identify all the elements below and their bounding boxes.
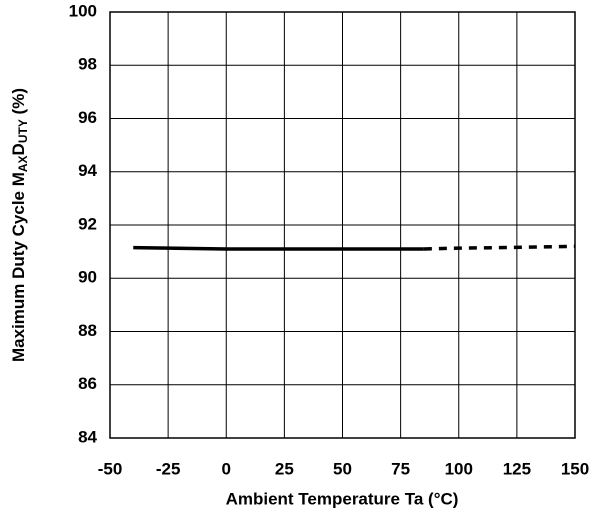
y-tick-label: 88	[78, 321, 97, 340]
x-tick-label: 75	[391, 459, 410, 478]
y-axis-label: Maximum Duty Cycle MAXDUTY (%)	[9, 88, 30, 362]
y-tick-label: 96	[78, 108, 97, 127]
x-tick-label: 100	[445, 459, 473, 478]
data-line	[133, 245, 424, 251]
x-tick-label: -50	[98, 459, 123, 478]
y-axis-label-part: (%)	[9, 88, 28, 119]
x-tick-label: 50	[333, 459, 352, 478]
plot-frame	[109, 11, 576, 439]
y-axis-label-part: Maximum Duty Cycle M	[9, 172, 28, 362]
x-tick-label: 125	[503, 459, 531, 478]
x-tick-label: 25	[275, 459, 294, 478]
x-axis-label: Ambient Temperature Ta (°C)	[226, 489, 459, 508]
data-line	[423, 244, 576, 251]
y-axis-label-part: UTY	[16, 119, 30, 143]
y-tick-label: 100	[69, 1, 97, 20]
x-tick-label: 0	[222, 459, 231, 478]
y-tick-label: 90	[78, 268, 97, 287]
y-tick-label: 86	[78, 374, 97, 393]
y-tick-label: 92	[78, 214, 97, 233]
y-axis-label-part: D	[9, 143, 28, 155]
y-tick-label: 98	[78, 55, 97, 74]
x-tick-label: 150	[561, 459, 589, 478]
y-tick-label: 94	[78, 161, 97, 180]
x-tick-label: -25	[156, 459, 181, 478]
y-tick-label: 84	[78, 427, 97, 446]
y-axis-label-part: AX	[16, 155, 30, 172]
